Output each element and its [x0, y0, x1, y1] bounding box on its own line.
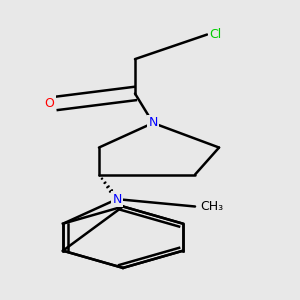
Text: N: N [112, 193, 122, 206]
Text: N: N [148, 116, 158, 130]
Text: O: O [44, 97, 54, 110]
Text: Cl: Cl [210, 28, 222, 41]
Text: CH₃: CH₃ [200, 200, 224, 213]
